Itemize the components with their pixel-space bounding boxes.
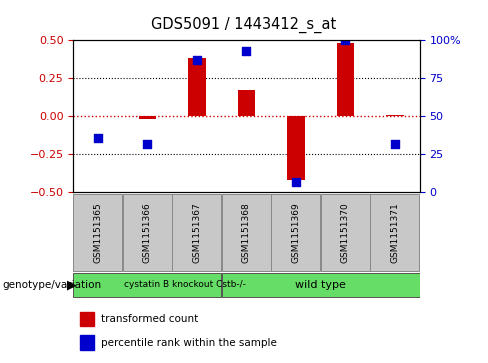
Bar	[80, 312, 94, 326]
Point	[342, 37, 349, 43]
Bar	[271, 194, 320, 272]
Text: cystatin B knockout Cstb-/-: cystatin B knockout Cstb-/-	[123, 281, 245, 289]
Bar	[222, 194, 271, 272]
Bar	[123, 194, 172, 272]
Bar	[222, 273, 420, 297]
Text: GDS5091 / 1443412_s_at: GDS5091 / 1443412_s_at	[151, 16, 337, 33]
Text: GSM1151367: GSM1151367	[192, 202, 202, 263]
Text: GSM1151371: GSM1151371	[390, 202, 400, 263]
Bar	[172, 194, 221, 272]
Point	[143, 141, 151, 147]
Bar	[337, 43, 354, 116]
Bar	[287, 116, 305, 180]
Bar	[370, 194, 419, 272]
Bar	[74, 194, 122, 272]
Bar	[238, 90, 255, 116]
Bar	[80, 335, 94, 350]
Text: GSM1151365: GSM1151365	[93, 202, 102, 263]
Point	[94, 135, 102, 140]
Text: GSM1151366: GSM1151366	[143, 202, 152, 263]
Point	[292, 179, 300, 185]
Bar	[386, 115, 404, 116]
Bar	[188, 58, 205, 116]
Text: GSM1151369: GSM1151369	[291, 202, 301, 263]
Bar	[73, 273, 222, 297]
Point	[391, 141, 399, 147]
Text: wild type: wild type	[295, 280, 346, 290]
Text: transformed count: transformed count	[101, 314, 198, 324]
Point	[243, 48, 250, 53]
Text: GSM1151368: GSM1151368	[242, 202, 251, 263]
Text: GSM1151370: GSM1151370	[341, 202, 350, 263]
Bar	[139, 116, 156, 119]
Text: ▶: ▶	[67, 278, 77, 291]
Point	[193, 57, 201, 63]
Bar	[321, 194, 370, 272]
Text: genotype/variation: genotype/variation	[2, 280, 102, 290]
Text: percentile rank within the sample: percentile rank within the sample	[101, 338, 277, 347]
